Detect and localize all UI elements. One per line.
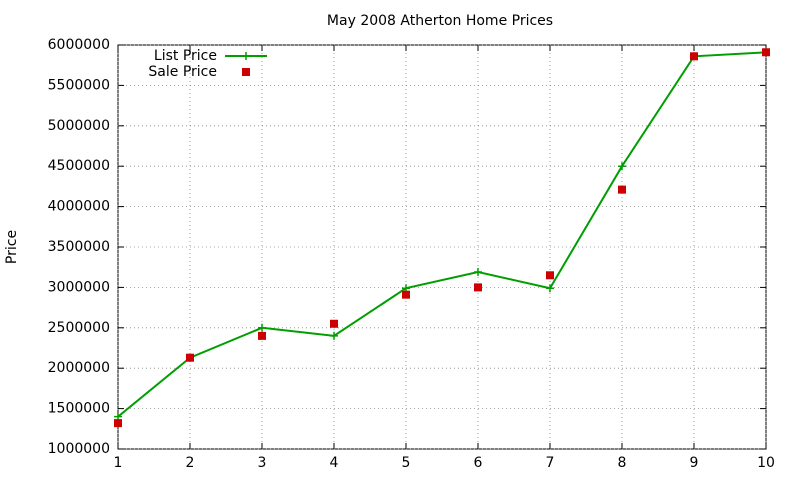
data-point (258, 331, 266, 340)
data-point (546, 271, 554, 280)
x-tick-label: 1 (114, 455, 123, 471)
x-tick-label: 10 (757, 455, 775, 471)
y-tick-label: 2500000 (48, 320, 110, 336)
legend-swatch (242, 52, 250, 60)
data-point (114, 419, 122, 428)
legend-label: Sale Price (148, 64, 217, 80)
legend-swatch (242, 68, 250, 76)
y-tick-label: 6000000 (48, 37, 110, 53)
data-point (474, 283, 482, 292)
y-tick-label: 2000000 (48, 360, 110, 376)
x-tick-label: 4 (330, 455, 339, 471)
data-point (186, 353, 194, 362)
data-point (330, 331, 338, 340)
data-point (690, 52, 698, 61)
y-tick-label: 3500000 (48, 239, 110, 255)
x-tick-label: 8 (618, 455, 627, 471)
x-tick-label: 9 (690, 455, 699, 471)
y-tick-label: 1500000 (48, 401, 110, 417)
x-tick-label: 6 (474, 455, 483, 471)
data-point (618, 185, 626, 194)
data-point (474, 268, 482, 277)
y-tick-label: 5500000 (48, 77, 110, 93)
data-point (258, 323, 266, 332)
chart-title: May 2008 Atherton Home Prices (327, 13, 553, 29)
x-tick-label: 7 (546, 455, 555, 471)
y-tick-label: 4000000 (48, 199, 110, 215)
x-tick-label: 5 (402, 455, 411, 471)
legend-label: List Price (154, 48, 217, 64)
y-tick-label: 1000000 (48, 441, 110, 457)
data-point (618, 162, 626, 171)
data-point (546, 284, 554, 293)
data-point (330, 319, 338, 328)
data-point (402, 290, 410, 299)
y-tick-label: 3000000 (48, 279, 110, 295)
y-axis-label: Price (4, 230, 20, 264)
data-point (762, 48, 770, 57)
x-tick-label: 3 (258, 455, 267, 471)
y-tick-label: 4500000 (48, 158, 110, 174)
data-line (117, 51, 767, 418)
x-tick-label: 2 (186, 455, 195, 471)
y-tick-label: 5000000 (48, 118, 110, 134)
